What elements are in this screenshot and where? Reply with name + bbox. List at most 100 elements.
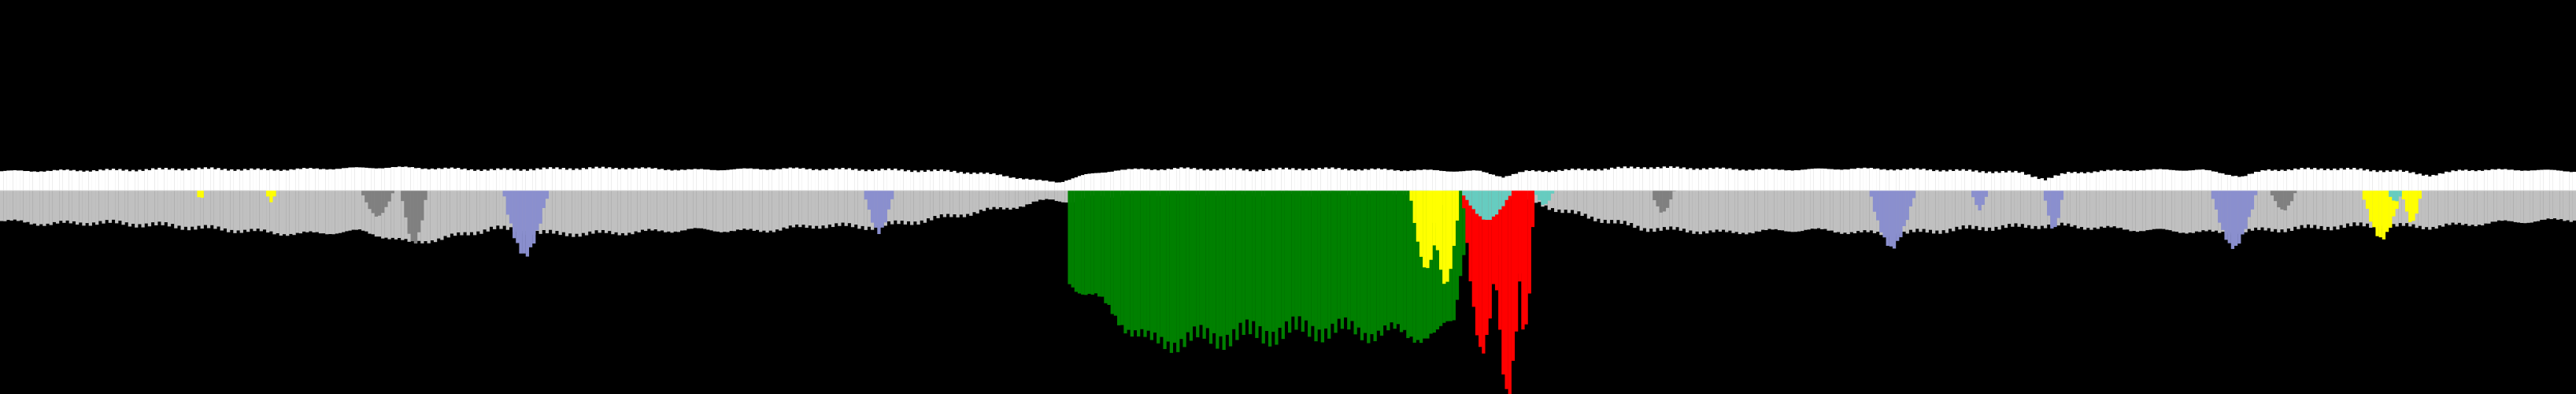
upper-bar: [1823, 168, 1827, 191]
upper-bar: [351, 167, 355, 191]
lower-bar: [2559, 190, 2563, 220]
lower-bar: [309, 190, 313, 232]
lower-bar: [1015, 190, 1019, 209]
lower-bar: [1994, 190, 1998, 227]
yellow-bar: [2418, 190, 2422, 199]
upper-bar: [1232, 168, 1236, 191]
lower-bar: [2082, 190, 2087, 230]
lower-bar: [2297, 190, 2300, 229]
upper-bar: [2385, 170, 2389, 191]
lower-bar: [913, 190, 917, 222]
lower-bar: [2526, 190, 2530, 223]
upper-bar: [1538, 170, 1542, 191]
upper-bar: [867, 169, 872, 191]
upper-bar: [2490, 169, 2494, 191]
lower-bar: [2171, 190, 2175, 232]
upper-bar: [2316, 169, 2320, 191]
lower-bar: [174, 190, 178, 229]
lower-bar: [2178, 190, 2182, 233]
lower-bar: [2543, 190, 2547, 220]
lavender-bar: [1975, 190, 1978, 206]
lower-bar: [1619, 190, 1623, 224]
lower-bar: [1919, 190, 1923, 232]
lower-bar: [437, 190, 441, 239]
green-bar: [1390, 190, 1393, 323]
lower-bar: [121, 190, 125, 225]
upper-bar: [604, 168, 609, 191]
upper-bar: [1935, 169, 1939, 191]
dark-bar: [368, 190, 372, 210]
lower-bar: [2303, 190, 2307, 229]
upper-bar: [1419, 169, 1423, 191]
lavender-bar: [1889, 190, 1893, 247]
green-bar: [1196, 190, 1200, 338]
lavender-bar: [1892, 190, 1897, 249]
upper-bar: [1708, 167, 1712, 191]
upper-bar: [233, 170, 237, 191]
green-bar: [1090, 190, 1094, 295]
lower-bar: [1701, 190, 1706, 232]
upper-bar: [1390, 169, 1393, 191]
upper-bar: [2457, 169, 2462, 191]
upper-bar: [2185, 170, 2189, 191]
lower-bar: [2445, 190, 2448, 224]
upper-bar: [2510, 169, 2514, 191]
lower-bar: [979, 190, 983, 210]
upper-bar: [250, 168, 254, 191]
lower-bar: [989, 190, 993, 210]
upper-bar: [838, 169, 842, 191]
green-bar: [1452, 190, 1456, 321]
upper-bar: [923, 172, 927, 191]
yellow-bar: [2389, 190, 2393, 228]
green-bar: [1140, 190, 1144, 329]
lower-bar: [2286, 190, 2291, 229]
upper-bar: [1228, 169, 1233, 191]
upper-bar: [440, 169, 444, 191]
upper-bar: [1475, 170, 1479, 191]
upper-bar: [1104, 172, 1108, 191]
upper-bar: [135, 171, 139, 191]
lower-bar: [611, 190, 615, 235]
green-bar: [1255, 190, 1259, 338]
lower-bar: [2040, 190, 2045, 226]
upper-band-series: [0, 166, 2576, 191]
upper-bar: [2467, 170, 2471, 191]
upper-bar: [1396, 169, 1401, 191]
lower-bar: [1975, 190, 1978, 226]
upper-bar: [676, 170, 681, 191]
green-bar: [1202, 190, 1206, 339]
lower-bar: [128, 190, 132, 227]
lower-bar: [164, 190, 168, 223]
upper-bar: [2145, 169, 2149, 191]
lavender-bar: [522, 190, 526, 254]
upper-bar: [982, 173, 986, 191]
upper-bar: [564, 169, 569, 191]
upper-bar: [2445, 171, 2448, 191]
upper-bar: [900, 169, 904, 191]
upper-bar: [505, 169, 509, 191]
lower-bar: [1580, 190, 1584, 216]
lower-bar: [719, 190, 724, 232]
upper-bar: [1846, 169, 1850, 191]
upper-bar: [1219, 169, 1223, 191]
lower-bar: [847, 190, 852, 224]
lavender-bar: [890, 190, 894, 199]
upper-bar: [782, 168, 786, 191]
upper-bar: [880, 169, 884, 191]
upper-bar: [401, 166, 405, 191]
upper-bar: [1994, 171, 1998, 191]
upper-bar: [1991, 173, 1995, 191]
green-bar: [1462, 190, 1466, 255]
lavender-bar: [1879, 190, 1883, 232]
upper-bar: [693, 169, 697, 191]
yellow-bar: [2375, 190, 2379, 236]
lower-bar: [2300, 190, 2304, 225]
lower-bar: [1922, 190, 1926, 229]
upper-bar: [1975, 170, 1978, 191]
upper-bar: [213, 169, 217, 191]
lower-bar: [2017, 190, 2021, 227]
cyan-bar: [2392, 190, 2396, 201]
upper-bar: [2034, 177, 2037, 191]
upper-bar: [1242, 170, 1245, 191]
upper-bar: [2480, 170, 2485, 191]
